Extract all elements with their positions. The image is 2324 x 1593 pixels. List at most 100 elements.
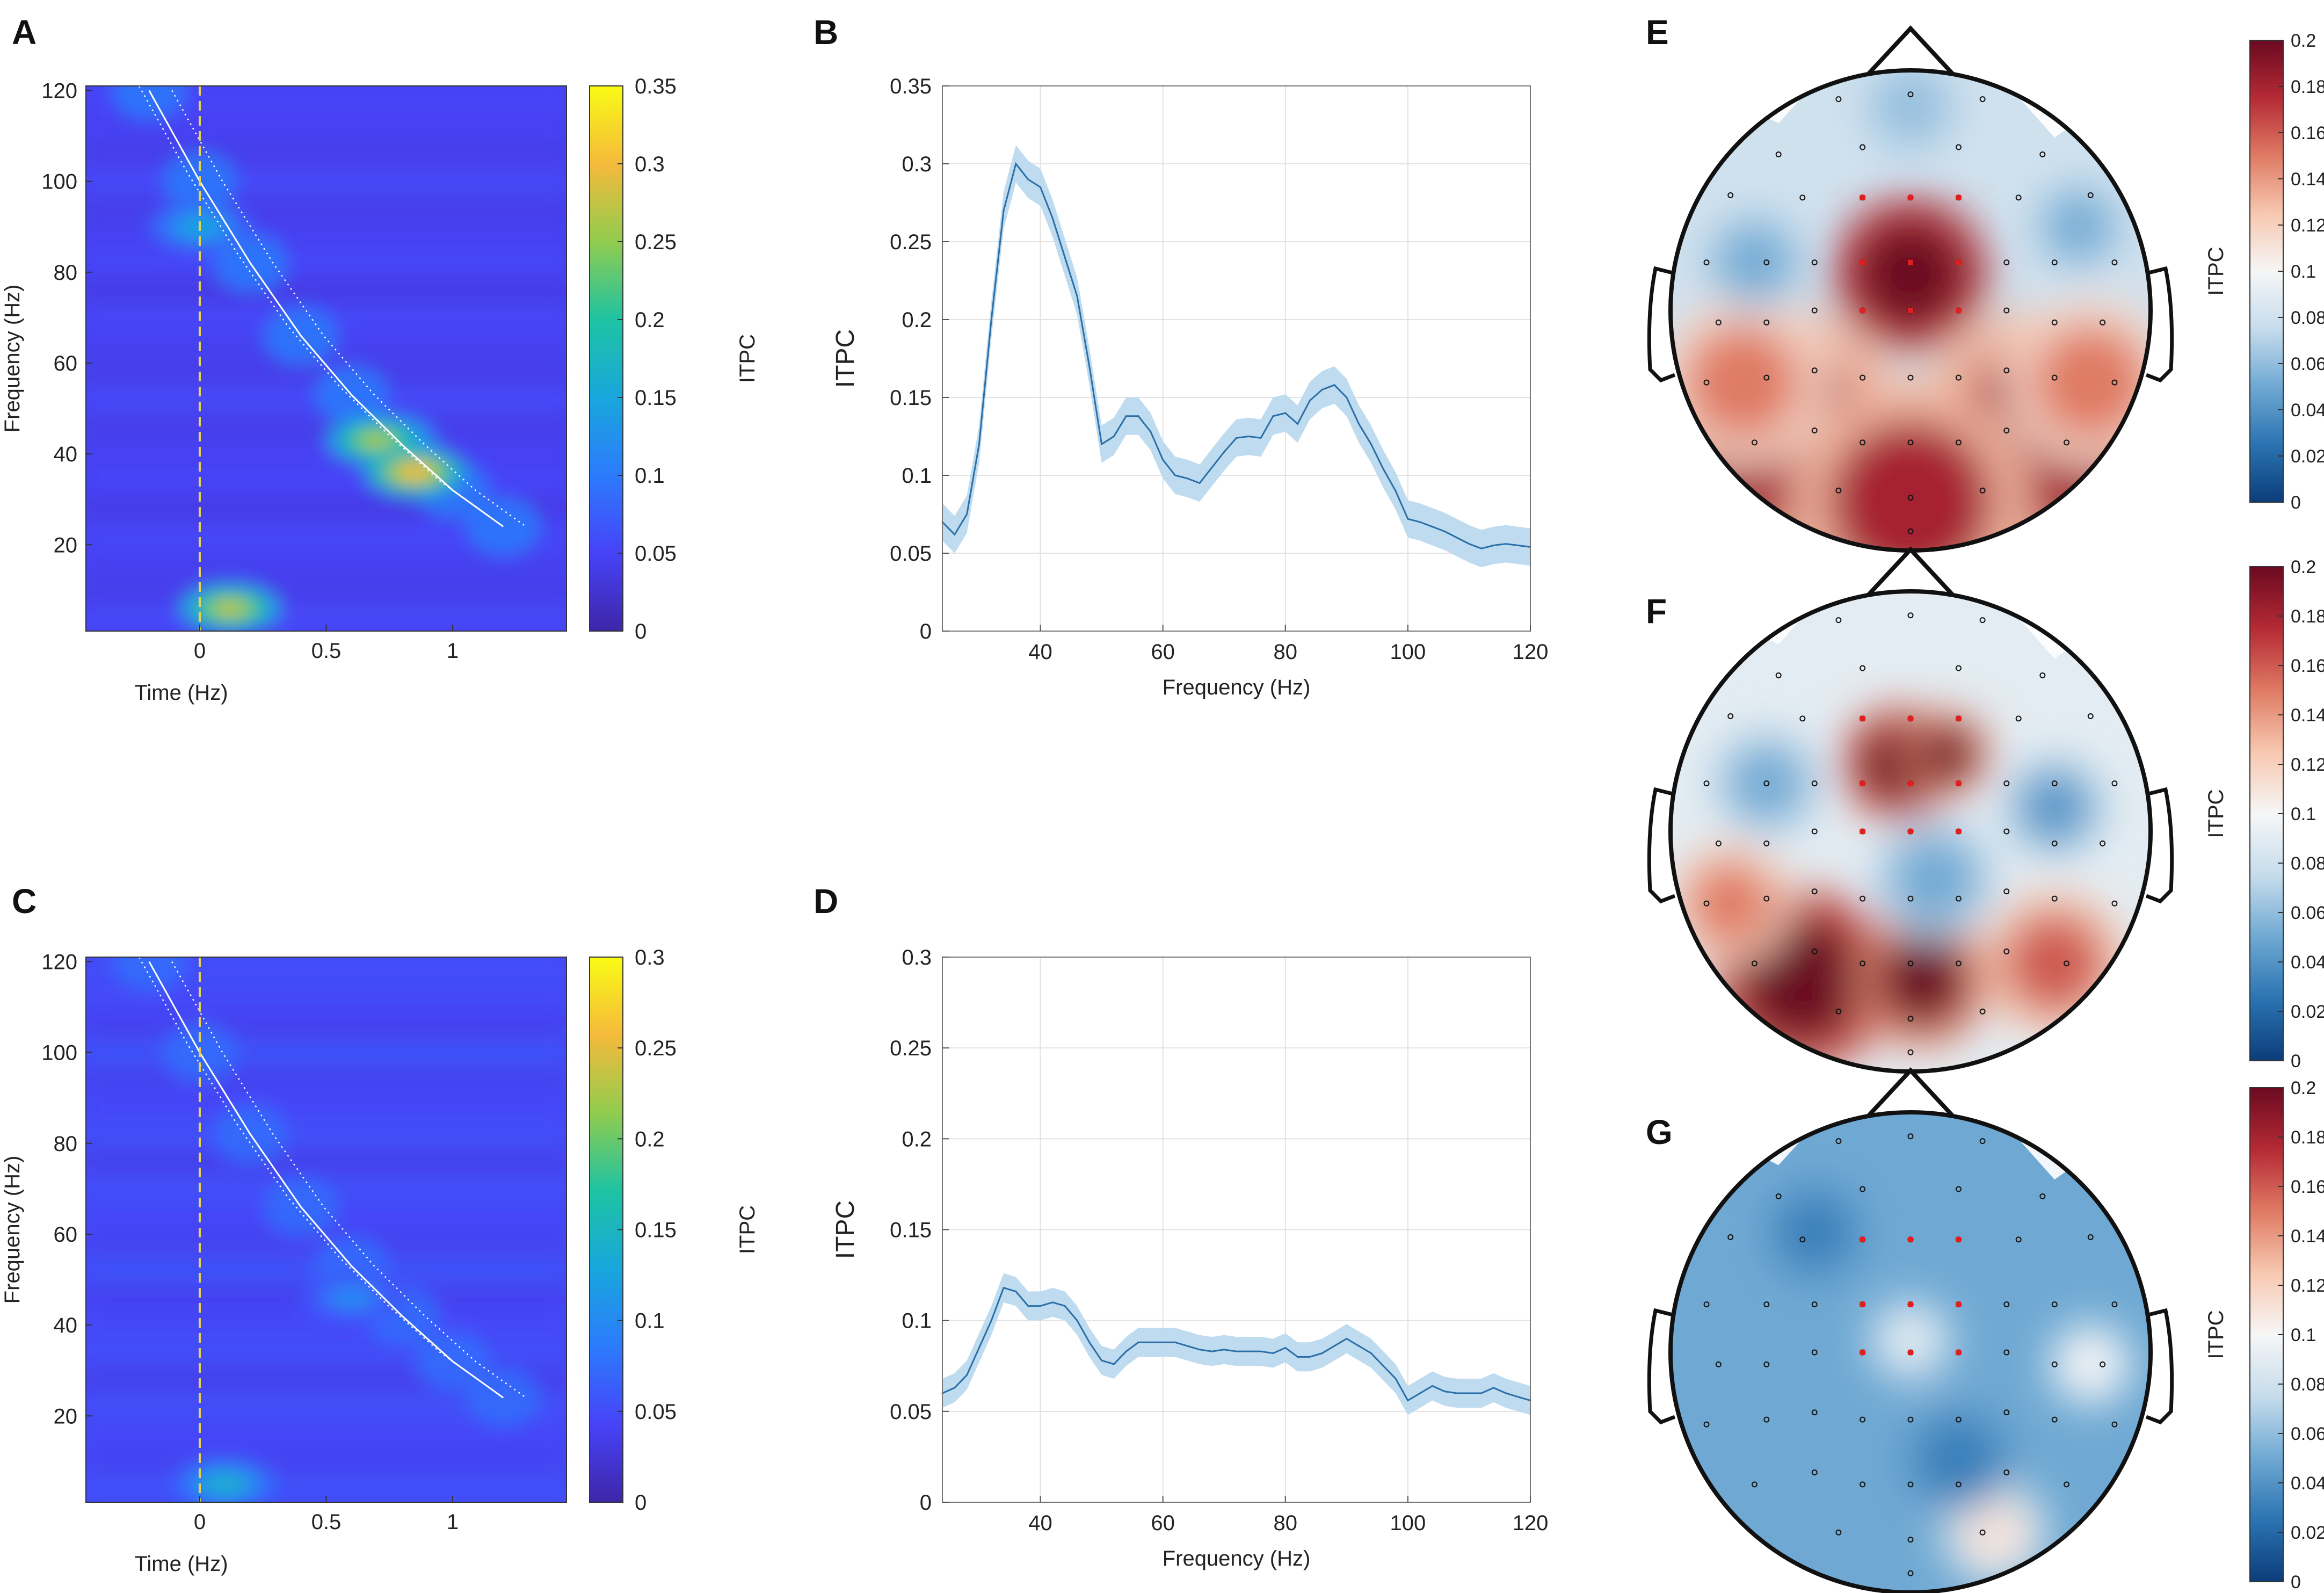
electrode-roi-marker [1956, 194, 1962, 200]
data-point [1456, 537, 1458, 539]
heatmap-band [86, 984, 567, 1012]
colorbar-tick-label: 0.15 [635, 1219, 677, 1242]
electrode-marker [1811, 428, 1818, 433]
data-point [1284, 1346, 1287, 1349]
topo-blob [2004, 913, 2105, 1014]
data-point [1162, 459, 1164, 461]
data-point [1125, 1350, 1127, 1352]
electrode-marker [1703, 259, 1710, 266]
y-tick-label: 100 [41, 170, 77, 194]
electrode-marker [1811, 259, 1818, 266]
data-point [1223, 1349, 1225, 1351]
y-axis-label: ITPC [831, 329, 860, 388]
topo-blob [2048, 196, 2109, 257]
electrode-marker [1835, 96, 1842, 103]
data-point [1419, 521, 1421, 523]
heatmap-field-blurred [86, 957, 567, 1502]
y-tick-label: 0.15 [890, 386, 932, 410]
electrode-marker [1907, 374, 1914, 381]
x-axis-label: Time (Hz) [134, 1552, 228, 1576]
colorbar-tick-label: 0.35 [635, 75, 677, 98]
topo-blob [1880, 1310, 1941, 1371]
left-ear [1647, 266, 1676, 383]
x-tick-label: 40 [1028, 1511, 1052, 1535]
x-tick-label: 0 [194, 1510, 206, 1534]
electrode-marker [1907, 612, 1914, 619]
colorbar-tick-label: 0.12 [2291, 755, 2324, 775]
hotspot-core [333, 1289, 370, 1307]
electrode-marker [1763, 840, 1770, 846]
electrode-marker [2111, 900, 2118, 907]
electrode-marker [1955, 374, 1962, 381]
electrode-marker [1955, 144, 1962, 150]
colorbar-tick-label: 0.04 [2291, 1473, 2324, 1494]
data-point [1493, 545, 1495, 546]
y-tick-label: 0.25 [890, 230, 932, 254]
data-point [1064, 256, 1066, 258]
panel-label-a: A [12, 13, 37, 52]
data-point [1321, 389, 1323, 390]
electrode-marker [1860, 439, 1866, 446]
electrode-roi-marker [1908, 194, 1913, 200]
electrode-marker [1811, 948, 1818, 954]
colorbar-tick-label: 0.1 [635, 464, 665, 488]
electrode-marker [1799, 715, 1806, 722]
electrode-marker [2003, 888, 2010, 895]
topo-field-blurred [1671, 706, 2127, 1071]
panel-b-line-chart: 40 60 80 100 120 0 0.05 0.1 0.15 0.2 0.25 0.3 0.35 Fr… [831, 75, 1548, 699]
data-point [1505, 1392, 1507, 1394]
data-point [1076, 1320, 1078, 1322]
colorbar-tick-label: 0.08 [2291, 853, 2324, 874]
y-tick-label: 0 [920, 620, 932, 643]
left-ear [1647, 1308, 1676, 1425]
electrode-marker [2051, 780, 2058, 787]
colorbar-tick-label: 0.15 [635, 386, 677, 410]
electrode-marker [2064, 960, 2070, 967]
electrode-marker [1907, 1416, 1914, 1423]
electrode-marker [1907, 495, 1914, 501]
data-point [1027, 1305, 1029, 1307]
data-point [1443, 530, 1446, 532]
data-point [1186, 1345, 1188, 1347]
data-point [1309, 1356, 1311, 1358]
right-ear [2145, 266, 2174, 383]
colorbar-tick-label: 0.16 [2291, 123, 2324, 143]
data-point [1003, 209, 1005, 212]
colorbar-tick-label: 0.06 [2291, 1424, 2324, 1444]
heatmap-band [86, 1039, 567, 1066]
nose [1867, 546, 1954, 596]
topo-blob [1916, 724, 1977, 785]
data-point [1101, 443, 1103, 445]
electrode-marker [1811, 307, 1818, 314]
data-point [1015, 1291, 1017, 1293]
electrode-marker [1799, 194, 1806, 201]
heatmap-band [86, 1420, 567, 1448]
colorbar-tick-label: 0.14 [2291, 705, 2324, 726]
electrode-marker [1860, 144, 1866, 150]
x-tick-label: 120 [1513, 1511, 1549, 1535]
colorbar [2249, 566, 2284, 1061]
electrode-roi-marker [1956, 715, 1962, 721]
colorbar-tick-label: 0.06 [2291, 903, 2324, 923]
heatmap-band [86, 168, 567, 195]
electrode-marker [2051, 374, 2058, 381]
electrode-marker [2015, 1236, 2022, 1243]
data-point [1260, 437, 1262, 439]
electrode-marker [1703, 780, 1710, 787]
topo-blob [1826, 418, 1995, 551]
data-point [1432, 1385, 1433, 1387]
panel-label-c: C [12, 882, 37, 921]
heatmap-band [86, 549, 567, 577]
y-tick-label: 0.1 [902, 464, 932, 488]
electrode-marker [1775, 672, 1782, 678]
data-point [1064, 1305, 1066, 1307]
colorbar-tick-label: 0.12 [2291, 215, 2324, 236]
topo-blob [2060, 1334, 2121, 1395]
colorbar-tick-label: 0.02 [2291, 1523, 2324, 1543]
x-tick-label: 60 [1151, 640, 1175, 664]
data-point [1382, 468, 1384, 470]
electrode-marker [1715, 840, 1722, 846]
heatmap-band [86, 140, 567, 168]
electrode-roi-marker [1860, 259, 1865, 265]
